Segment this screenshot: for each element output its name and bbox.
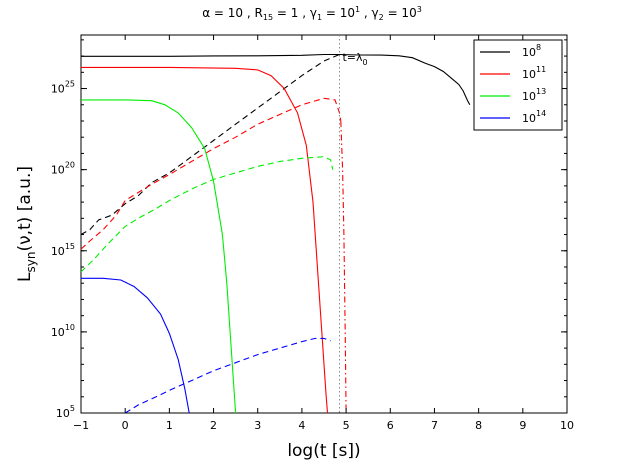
x-tick-label: 10 bbox=[560, 419, 574, 432]
series-2-dashdot-line bbox=[340, 120, 347, 414]
y-tick-label: 1020 bbox=[51, 161, 75, 177]
series-4-solid-line bbox=[81, 277, 190, 414]
legend-label: 108 bbox=[522, 43, 541, 59]
chart-title: α = 10 , R15 = 1 , γ1 = 101 , γ2 = 103 bbox=[202, 5, 422, 22]
series-3-solid-line bbox=[81, 99, 237, 414]
x-tick-label: 1 bbox=[166, 419, 173, 432]
legend-label: 1013 bbox=[522, 87, 546, 103]
y-axis-label: Lsyn(ν,t) [a.u.] bbox=[15, 166, 38, 282]
series-2-dashed-line bbox=[80, 97, 342, 250]
legend: 108 1011 1013 1014 bbox=[473, 39, 563, 131]
x-axis: −1 0 1 2 3 4 5 6 7 8 9 10 bbox=[73, 35, 574, 432]
series-2-solid-line bbox=[81, 66, 329, 414]
series-3 bbox=[80, 99, 334, 414]
x-tick-label: 6 bbox=[387, 419, 394, 432]
legend-item: 1013 bbox=[480, 87, 546, 103]
x-tick-label: −1 bbox=[73, 419, 89, 432]
series-1-dashed-line bbox=[80, 53, 340, 235]
x-tick-label: 9 bbox=[519, 419, 526, 432]
series-1 bbox=[80, 53, 471, 235]
x-tick-label: 2 bbox=[210, 419, 217, 432]
lambda0-annotation: t=λ0 bbox=[342, 51, 367, 67]
x-tick-label: 3 bbox=[254, 419, 261, 432]
x-tick-label: 5 bbox=[343, 419, 350, 432]
legend-item: 108 bbox=[480, 43, 541, 59]
annotation-layer: t=λ0 bbox=[338, 35, 368, 413]
series-4 bbox=[81, 277, 331, 414]
y-tick-label: 1010 bbox=[51, 323, 75, 339]
series-1-solid-line bbox=[81, 53, 471, 106]
x-tick-label: 8 bbox=[475, 419, 482, 432]
series-4-dashed-line bbox=[124, 337, 331, 414]
y-tick-label: 1015 bbox=[51, 242, 75, 258]
legend-label: 1011 bbox=[522, 65, 546, 81]
x-tick-label: 7 bbox=[431, 419, 438, 432]
legend-item: 1011 bbox=[480, 65, 546, 81]
x-tick-label: 4 bbox=[298, 419, 305, 432]
series-layer bbox=[80, 53, 471, 414]
legend-box bbox=[473, 39, 563, 131]
y-axis: 105 1010 1015 1020 1025 bbox=[51, 39, 567, 420]
x-tick-label: 0 bbox=[122, 419, 129, 432]
series-2 bbox=[80, 66, 347, 414]
legend-label: 1014 bbox=[522, 109, 546, 125]
y-tick-label: 1025 bbox=[51, 80, 75, 96]
x-axis-label: log(t [s]) bbox=[287, 441, 360, 461]
legend-item: 1014 bbox=[480, 109, 546, 125]
y-tick-label: 105 bbox=[56, 404, 75, 420]
series-3-dashed-line bbox=[80, 156, 334, 273]
